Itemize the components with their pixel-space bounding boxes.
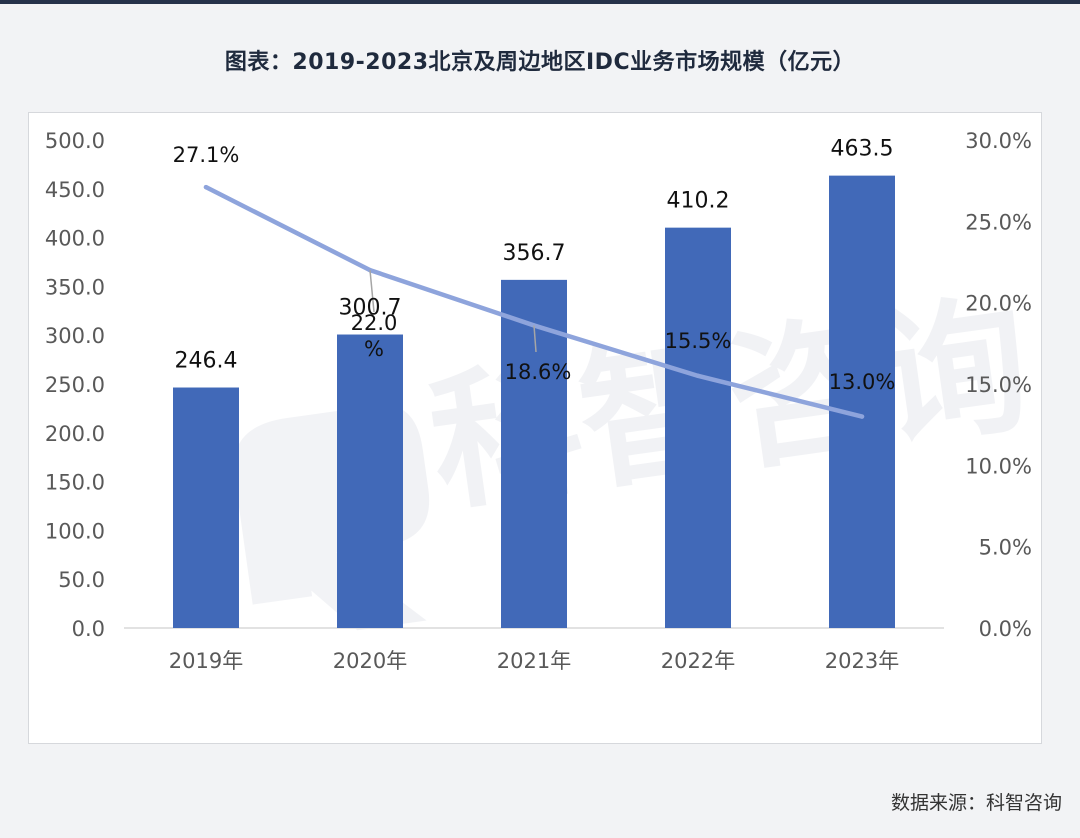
bar-value-label: 356.7	[503, 241, 566, 266]
x-tick-label: 2021年	[497, 649, 571, 673]
bar	[337, 334, 403, 628]
x-tick-label: 2019年	[169, 649, 243, 673]
growth-rate-label: 15.5%	[665, 329, 732, 353]
y-right-tick-label: 30.0%	[965, 129, 1032, 153]
y-right-tick-label: 0.0%	[979, 617, 1032, 641]
line-point	[367, 267, 373, 273]
source-note: 数据来源：科智咨询	[890, 792, 1062, 814]
x-tick-label: 2022年	[661, 649, 735, 673]
y-left-tick-label: 350.0	[45, 275, 105, 299]
bar-value-label: 410.2	[667, 189, 730, 214]
growth-rate-label: 13.0%	[829, 370, 896, 394]
y-left-tick-label: 200.0	[45, 422, 105, 446]
line-point	[859, 414, 865, 419]
top-rule	[0, 0, 1080, 4]
y-left-tick-label: 50.0	[58, 568, 105, 592]
growth-rate-label: 22.0%	[351, 311, 398, 361]
bar	[829, 175, 895, 628]
bar-value-label: 300.7	[339, 296, 402, 321]
x-tick-label: 2023年	[825, 649, 899, 673]
y-left-tick-label: 500.0	[45, 129, 105, 153]
growth-rate-label: 27.1%	[173, 143, 240, 167]
bar	[665, 227, 731, 628]
chart-title: 图表：2019-2023北京及周边地区IDC业务市场规模（亿元）	[224, 50, 856, 75]
bar	[501, 279, 567, 628]
bar	[173, 387, 239, 628]
bar-series	[173, 175, 895, 628]
y-left-tick-label: 300.0	[45, 324, 105, 348]
x-tick-label: 2020年	[333, 649, 407, 673]
line-point	[203, 184, 209, 190]
y-left-tick-label: 0.0	[72, 617, 105, 641]
y-left-tick-label: 250.0	[45, 373, 105, 397]
y-right-tick-label: 15.0%	[965, 373, 1032, 397]
y-left-tick-label: 400.0	[45, 227, 105, 251]
y-left-tick-label: 450.0	[45, 178, 105, 202]
bar-value-label: 246.4	[175, 349, 238, 374]
bar-value-label: 463.5	[831, 137, 894, 162]
y-right-tick-label: 25.0%	[965, 210, 1032, 234]
y-left-tick-label: 100.0	[45, 519, 105, 543]
y-right-tick-label: 10.0%	[965, 454, 1032, 478]
y-right-tick-label: 5.0%	[979, 536, 1032, 560]
growth-rate-label: 18.6%	[505, 360, 572, 384]
data-labels: 246.4 300.7 356.7 410.2 463.5 27.1% 22.0 % 18.6%…	[173, 137, 896, 394]
line-point	[695, 373, 701, 379]
leader-line	[369, 270, 375, 313]
y-right-tick-label: 20.0%	[965, 292, 1032, 316]
y-left-tick-label: 150.0	[45, 471, 105, 495]
leader-line	[533, 325, 537, 353]
